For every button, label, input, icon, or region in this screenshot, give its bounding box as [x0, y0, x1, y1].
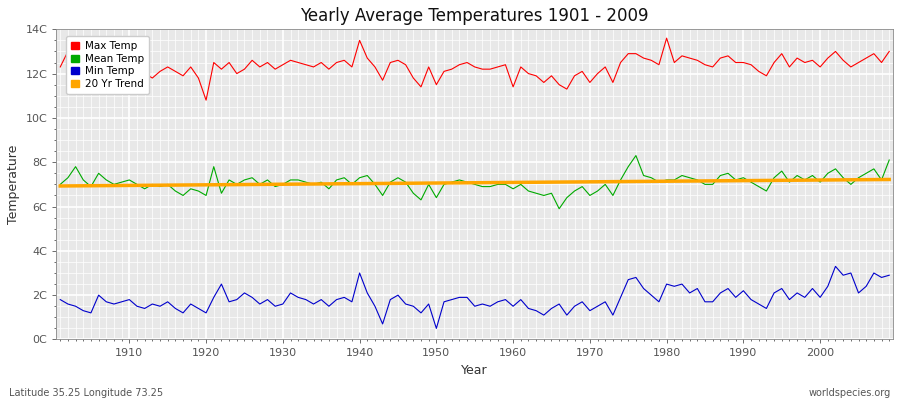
- Title: Yearly Average Temperatures 1901 - 2009: Yearly Average Temperatures 1901 - 2009: [301, 7, 649, 25]
- Text: Latitude 35.25 Longitude 73.25: Latitude 35.25 Longitude 73.25: [9, 388, 163, 398]
- Text: worldspecies.org: worldspecies.org: [809, 388, 891, 398]
- X-axis label: Year: Year: [462, 364, 488, 377]
- Y-axis label: Temperature: Temperature: [7, 145, 20, 224]
- Legend: Max Temp, Mean Temp, Min Temp, 20 Yr Trend: Max Temp, Mean Temp, Min Temp, 20 Yr Tre…: [66, 36, 148, 94]
